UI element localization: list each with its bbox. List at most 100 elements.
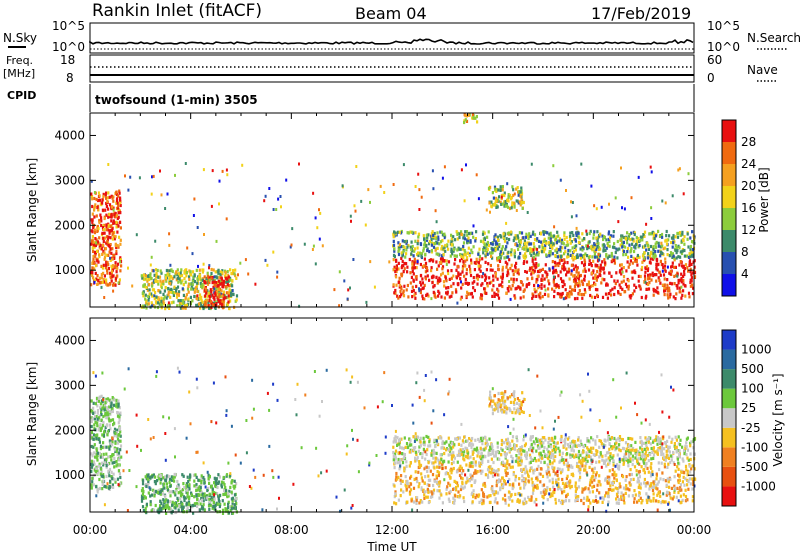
echo-cell xyxy=(572,279,576,283)
echo-cell xyxy=(152,508,156,512)
echo-cell xyxy=(212,505,215,509)
echo-cell xyxy=(688,464,691,468)
echo-cell xyxy=(162,498,165,502)
echo-cell xyxy=(221,306,225,310)
echo-cell xyxy=(107,445,110,449)
echo-cell xyxy=(91,220,94,224)
echo-cell xyxy=(106,239,109,244)
echo-cell xyxy=(584,487,587,491)
echo-cell xyxy=(574,444,577,448)
echo-cell xyxy=(554,268,557,272)
echo-cell xyxy=(107,207,110,211)
echo-cell xyxy=(112,403,115,407)
echo-cell xyxy=(146,288,149,292)
echo-cell xyxy=(656,286,659,290)
echo-cell xyxy=(566,255,569,259)
echo-cell xyxy=(228,284,231,288)
echo-cell xyxy=(576,296,579,301)
echo-cell xyxy=(151,294,154,298)
echo-cell xyxy=(109,258,112,262)
echo-cell xyxy=(585,232,588,236)
echo-cell xyxy=(499,252,502,256)
colorbar-label: 12 xyxy=(741,223,756,237)
echo-cell xyxy=(98,198,102,202)
echo-cell xyxy=(179,504,182,509)
echo-cell xyxy=(687,245,690,249)
echo-cell xyxy=(367,188,370,192)
echo-cell xyxy=(154,475,157,479)
echo-cell xyxy=(110,401,113,405)
echo-cell xyxy=(227,300,230,304)
echo-cell xyxy=(110,215,113,219)
echo-cell xyxy=(486,473,489,477)
echo-cell xyxy=(445,263,448,266)
echo-cell xyxy=(170,268,173,272)
echo-cell xyxy=(200,496,203,501)
echo-cell xyxy=(112,283,115,287)
echo-cell xyxy=(418,287,420,291)
echo-cell xyxy=(526,234,529,238)
echo-cell xyxy=(417,232,421,236)
echo-cell xyxy=(179,490,182,494)
echo-cell xyxy=(433,294,436,298)
echo-cell xyxy=(102,479,105,483)
echo-cell xyxy=(397,281,400,285)
echo-cell xyxy=(498,256,501,260)
echo-cell xyxy=(427,490,430,494)
echo-cell xyxy=(181,502,184,506)
echo-cell xyxy=(501,275,504,279)
echo-cell xyxy=(144,496,147,500)
echo-cell xyxy=(546,498,549,502)
echo-cell xyxy=(681,238,685,242)
echo-cell xyxy=(515,237,518,241)
echo-cell xyxy=(225,168,228,172)
echo-cell xyxy=(559,501,563,505)
echo-cell xyxy=(91,454,94,458)
echo-cell xyxy=(613,279,616,283)
echo-cell xyxy=(535,497,538,502)
echo-cell xyxy=(605,246,608,250)
echo-cell xyxy=(224,486,227,490)
echo-cell xyxy=(629,468,632,472)
echo-cell xyxy=(207,291,210,295)
echo-cell xyxy=(597,242,600,246)
echo-cell xyxy=(495,292,498,297)
echo-cell xyxy=(426,235,429,239)
echo-cell xyxy=(217,283,220,288)
echo-cell xyxy=(471,500,474,504)
echo-cell xyxy=(622,244,625,248)
echo-cell xyxy=(576,282,579,286)
echo-cell xyxy=(485,242,489,246)
echo-cell xyxy=(168,277,171,281)
echo-cell xyxy=(569,237,572,241)
echo-cell xyxy=(117,399,120,403)
echo-cell xyxy=(97,208,100,212)
echo-cell xyxy=(473,471,477,475)
echo-cell xyxy=(435,480,438,484)
echo-cell xyxy=(503,480,506,484)
echo-cell xyxy=(641,238,644,242)
echo-cell xyxy=(498,283,501,287)
echo-cell xyxy=(217,285,221,289)
echo-cell xyxy=(410,275,413,279)
echo-cell xyxy=(101,280,104,284)
echo-cell xyxy=(427,233,430,237)
echo-cell xyxy=(459,247,462,251)
echo-cell xyxy=(94,434,97,438)
echo-cell xyxy=(515,278,518,282)
echo-cell xyxy=(649,254,652,258)
echo-cell xyxy=(110,251,113,255)
echo-cell xyxy=(94,420,97,424)
echo-cell xyxy=(674,469,677,473)
echo-cell xyxy=(90,195,94,199)
echo-cell xyxy=(229,278,232,282)
echo-cell xyxy=(565,189,567,192)
echo-cell xyxy=(420,252,424,256)
echo-cell xyxy=(616,494,619,498)
echo-cell xyxy=(191,252,194,256)
echo-cell xyxy=(499,185,502,189)
echo-cell xyxy=(103,231,106,235)
echo-cell xyxy=(436,470,439,474)
echo-cell xyxy=(170,280,173,284)
echo-cell xyxy=(99,444,103,448)
